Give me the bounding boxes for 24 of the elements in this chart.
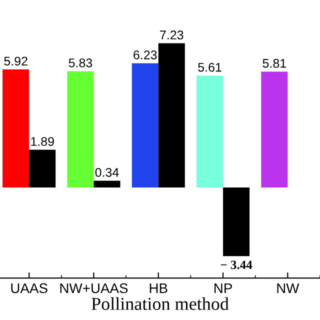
bar xyxy=(261,72,288,188)
bar xyxy=(223,187,250,256)
bar xyxy=(94,180,120,188)
bar xyxy=(132,63,158,188)
x-tick-label: NP xyxy=(214,283,232,294)
data-label: 7.23 xyxy=(160,30,184,40)
data-label: 5.81 xyxy=(262,58,286,68)
x-tick-label: NW xyxy=(277,283,300,294)
data-label: − 3.44 xyxy=(220,260,252,270)
data-label: 0.34 xyxy=(95,168,119,177)
x-axis-title: Pollination method xyxy=(92,297,229,310)
bar xyxy=(2,69,30,188)
bar xyxy=(67,71,94,188)
bar xyxy=(196,76,224,188)
data-label: 1.89 xyxy=(31,137,54,146)
bar xyxy=(158,43,185,188)
x-tick-label: NW+UAAS xyxy=(60,283,128,294)
data-label: 5.83 xyxy=(68,58,92,68)
x-tick-label: UAAS xyxy=(11,283,48,294)
bar xyxy=(29,150,56,188)
data-label: 6.23 xyxy=(134,50,157,60)
x-tick-label: HB xyxy=(150,283,168,294)
data-label: 5.61 xyxy=(198,62,222,72)
data-label: 5.92 xyxy=(4,56,28,66)
